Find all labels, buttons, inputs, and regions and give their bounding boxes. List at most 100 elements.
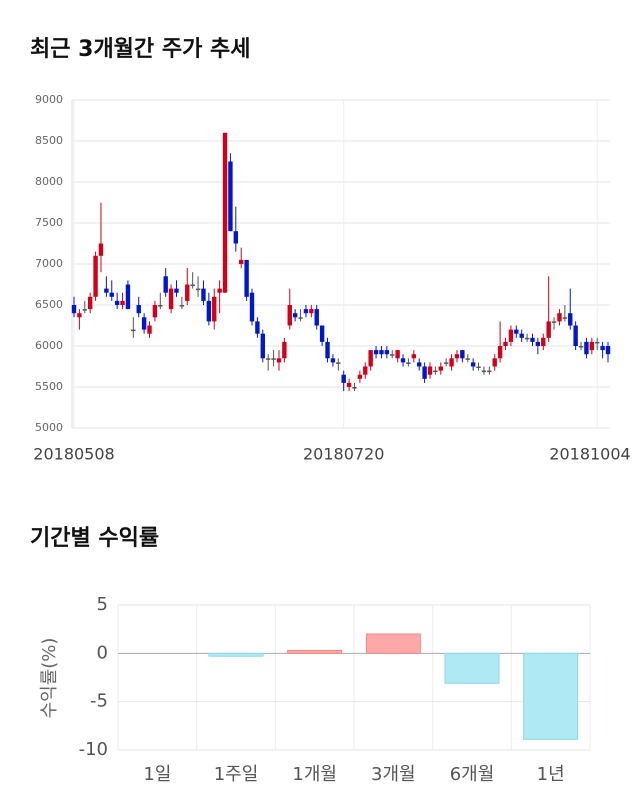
candle-body: [395, 350, 400, 359]
y-tick-label: 7500: [35, 216, 63, 229]
candle-body: [114, 300, 120, 305]
candle-body: [562, 317, 568, 319]
candle-body: [341, 374, 346, 383]
candle-body: [373, 350, 379, 355]
candle-body: [136, 305, 141, 314]
candle-body: [427, 366, 433, 375]
candle-body: [222, 132, 228, 293]
y-tick-label: 9000: [35, 93, 63, 106]
candle-body: [530, 337, 535, 342]
candle-body: [93, 255, 98, 297]
candle-body: [174, 288, 179, 293]
candle-body: [443, 362, 449, 364]
x-tick-label: 1주일: [214, 764, 259, 785]
chart-title: 기간별 수익률: [30, 526, 159, 551]
candle-body: [98, 243, 104, 256]
candle-body: [217, 288, 222, 293]
candle-body: [163, 276, 168, 293]
candle-body: [330, 358, 336, 363]
candle-body: [131, 329, 136, 332]
candle-body: [384, 350, 390, 355]
bar: [365, 633, 421, 654]
y-tick-label: 6000: [35, 339, 63, 352]
candle-body: [519, 333, 524, 338]
candle-body: [109, 292, 114, 297]
candle-body: [249, 292, 255, 322]
candle-body: [573, 325, 578, 346]
candle-body: [417, 362, 422, 367]
candle-body: [120, 300, 125, 305]
candle-body: [77, 313, 82, 318]
candle-body: [255, 321, 260, 334]
candle-body: [352, 387, 357, 389]
candle-body: [406, 362, 411, 364]
candle-body: [568, 313, 573, 326]
candle-body: [476, 366, 481, 368]
candle-body: [276, 358, 282, 363]
chart-title: 최근 3개월간 주가 추세: [30, 37, 250, 62]
x-tick-label: 6개월: [450, 764, 495, 785]
bar: [208, 652, 264, 657]
candle-body: [282, 341, 287, 359]
x-tick-label: 20180508: [33, 445, 114, 464]
y-axis-label: 수익률(%): [39, 638, 60, 719]
candle-body: [346, 382, 352, 387]
candle-body: [125, 284, 131, 310]
y-tick-label: 5: [97, 594, 108, 615]
candle-body: [190, 284, 195, 286]
candle-body: [487, 370, 492, 373]
candle-body: [503, 341, 508, 346]
candle-body: [422, 366, 427, 379]
candle-body: [497, 346, 503, 359]
candle-body: [460, 350, 465, 359]
x-tick-label: 1년: [537, 764, 565, 785]
y-tick-label: 5000: [35, 421, 63, 434]
candle-body: [233, 231, 239, 244]
candle-body: [179, 305, 185, 307]
candle-body: [438, 366, 443, 371]
y-tick-label: 6500: [35, 298, 63, 311]
y-tick-label: 5500: [35, 380, 63, 393]
candle-body: [524, 337, 530, 340]
candle-body: [71, 305, 77, 314]
candle-body: [309, 309, 314, 314]
x-tick-label: 1일: [143, 764, 171, 785]
candle-body: [357, 374, 363, 379]
candle-body: [449, 358, 454, 367]
candle-body: [551, 321, 557, 323]
candle-body: [411, 354, 417, 359]
candle-body: [605, 346, 611, 355]
candle-body: [185, 284, 190, 301]
candle-body: [368, 350, 373, 367]
candle-body: [244, 259, 249, 297]
candle-body: [195, 288, 201, 291]
x-tick-label: 20181004: [549, 445, 630, 464]
candle-body: [481, 370, 487, 373]
candle-body: [152, 305, 158, 318]
candle-body: [298, 317, 303, 319]
candle-body: [260, 333, 265, 359]
bar: [287, 649, 343, 654]
candle-body: [201, 288, 206, 301]
y-tick-label: 0: [97, 642, 108, 663]
candle-body: [104, 288, 109, 293]
candle-body: [336, 362, 341, 364]
candle-body: [212, 296, 217, 322]
candle-body: [287, 305, 292, 326]
candle-body: [87, 296, 93, 310]
bar: [523, 652, 579, 740]
candle-body: [546, 321, 551, 338]
candle-body: [584, 341, 589, 355]
candle-body: [206, 300, 212, 322]
candle-body: [600, 346, 605, 351]
candle-body: [557, 313, 562, 322]
candle-body: [158, 305, 163, 307]
candle-body: [325, 341, 330, 359]
candle-body: [508, 329, 514, 342]
candle-body: [147, 325, 152, 334]
candle-body: [541, 337, 546, 346]
candle-body: [390, 354, 395, 356]
candle-body: [470, 362, 476, 367]
candle-body: [535, 341, 541, 346]
